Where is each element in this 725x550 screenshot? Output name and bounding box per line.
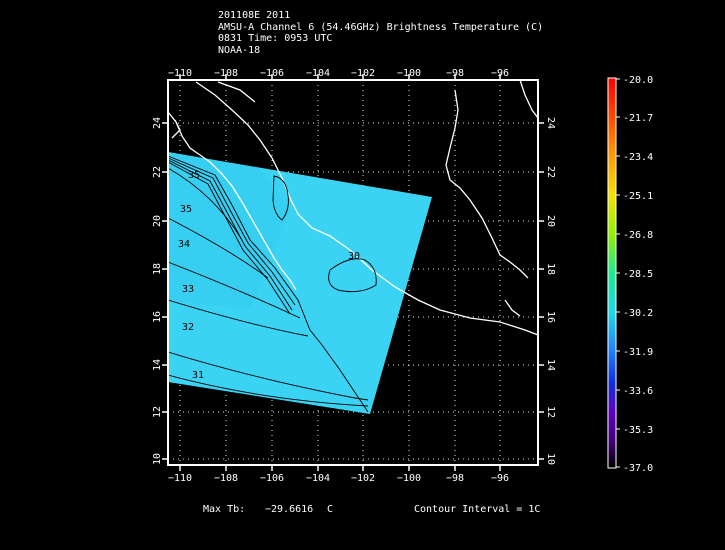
colorbar-label: -33.6: [623, 386, 653, 397]
lon-labels-top: −110 −108 −106 −104 −102 −100 −98 −96: [168, 68, 509, 79]
colorbar-label: -20.0: [623, 75, 653, 86]
lat-label: 16: [152, 311, 163, 323]
header-date: 201108E 2011: [218, 10, 291, 21]
lon-label: −98: [446, 473, 464, 484]
colorbar-label: -37.0: [623, 463, 653, 474]
lon-label: −108: [214, 473, 238, 484]
lon-label: −96: [491, 68, 509, 79]
colorbar-label: -28.5: [623, 269, 653, 280]
lon-label: −100: [397, 68, 421, 79]
lon-label: −102: [351, 473, 375, 484]
lon-label: −106: [260, 473, 284, 484]
header-satellite: NOAA-18: [218, 44, 261, 56]
colorbar-label: -25.1: [623, 191, 653, 202]
lat-label: 10: [152, 453, 163, 465]
lat-label: 14: [545, 359, 556, 371]
lat-labels-left: 24 22 20 18 16 14 12 10: [152, 117, 163, 465]
lon-label: −104: [306, 68, 330, 79]
lon-label: −98: [446, 68, 464, 79]
max-tb-unit: C: [327, 504, 334, 515]
lat-label: 18: [545, 263, 556, 275]
lon-label: −100: [397, 473, 421, 484]
lon-label: −110: [168, 473, 192, 484]
lat-label: 16: [545, 311, 556, 323]
coastline: [168, 80, 538, 336]
lon-label: −104: [306, 473, 330, 484]
contour-label: 34: [178, 239, 190, 250]
lat-label: 24: [545, 117, 556, 129]
lat-labels-right: 24 22 20 18 16 14 12 10: [545, 117, 556, 465]
colorbar-label: -31.9: [623, 347, 653, 358]
map-header: 201108E 2011 AMSU-A Channel 6 (54.46GHz) …: [218, 10, 543, 56]
lon-labels-bottom: −110 −108 −106 −104 −102 −100 −98 −96: [168, 473, 509, 484]
colorbar: [607, 77, 617, 469]
colorbar-ticks: [616, 78, 620, 468]
lon-label: −110: [168, 68, 192, 79]
header-time: 0831 Time: 0953 UTC: [218, 33, 333, 44]
lon-label: −102: [351, 68, 375, 79]
lat-label: 18: [152, 263, 163, 275]
lat-label: 14: [152, 359, 163, 371]
contour-label: 31: [192, 370, 204, 381]
lat-label: 20: [152, 215, 163, 227]
colorbar-labels: -20.0 -21.7 -23.4 -25.1 -26.8 -28.5 -30.…: [623, 75, 653, 474]
header-product: AMSU-A Channel 6 (54.46GHz) Brightness T…: [218, 21, 544, 33]
lat-label: 12: [545, 406, 556, 418]
map-frame: [167, 79, 539, 466]
contour-label: 32: [182, 322, 194, 333]
contour-label: 35: [180, 204, 192, 215]
colorbar-label: -21.7: [623, 113, 653, 124]
lat-label: 12: [152, 406, 163, 418]
brightness-contours: [168, 155, 377, 413]
max-tb-value: −29.6616: [265, 504, 314, 515]
contour-label: 33: [182, 284, 194, 295]
lat-label: 22: [545, 166, 556, 178]
lon-label: −108: [214, 68, 238, 79]
contour-label: 35: [188, 170, 200, 181]
contour-labels: 35 35 34 33 32 30 31: [178, 170, 360, 381]
colorbar-label: -23.4: [623, 152, 653, 163]
lat-label: 24: [152, 117, 163, 129]
contour-label: 30: [348, 251, 360, 262]
colorbar-label: -26.8: [623, 230, 653, 241]
lat-label: 10: [545, 453, 556, 465]
lat-label: 22: [152, 166, 163, 178]
colorbar-label: -30.2: [623, 308, 653, 319]
lon-label: −106: [260, 68, 284, 79]
lat-label: 20: [545, 215, 556, 227]
contour-interval: Contour Interval = 1C: [414, 504, 541, 515]
lon-label: −96: [491, 473, 509, 484]
colorbar-label: -35.3: [623, 425, 653, 436]
max-tb-label: Max Tb:: [203, 504, 246, 515]
axis-ticks: [162, 74, 544, 471]
